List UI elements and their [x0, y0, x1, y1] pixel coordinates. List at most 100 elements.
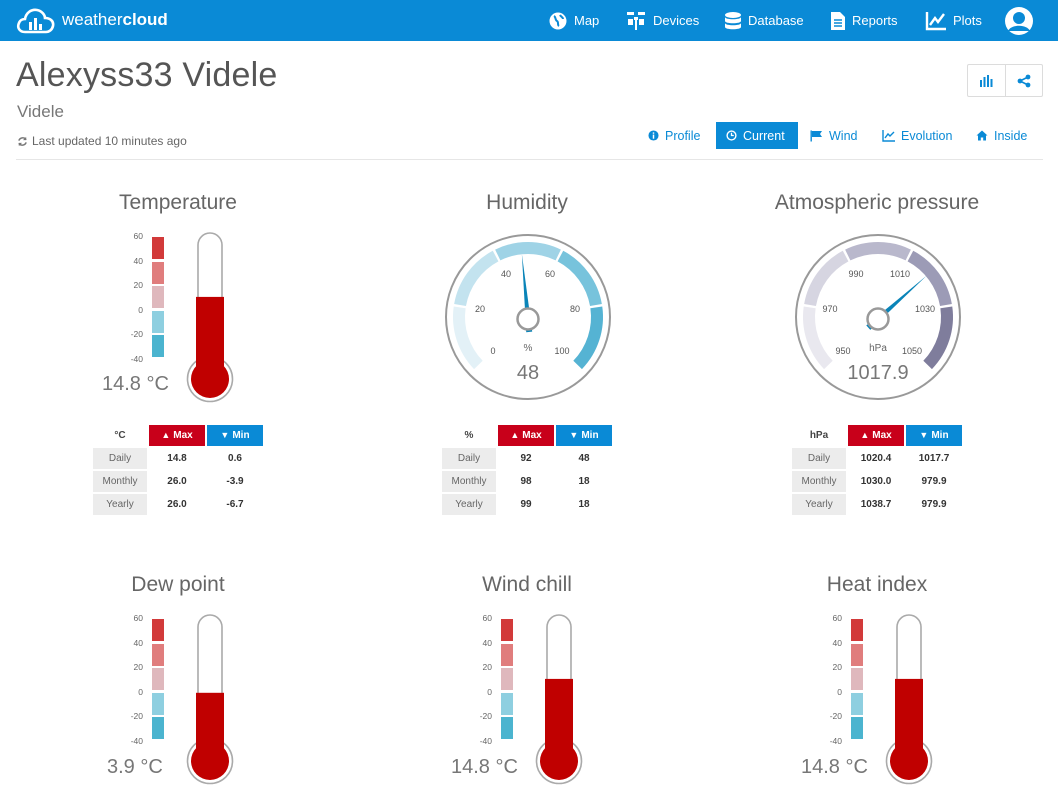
stats-unit: hPa: [809, 430, 829, 441]
temperature-title: Temperature: [119, 191, 237, 214]
stats-unit: %: [464, 430, 474, 441]
scale-tick: -20: [829, 711, 842, 721]
gauge-band: [845, 242, 911, 261]
reports-icon: [831, 11, 845, 30]
stats-yearly-min: 18: [578, 499, 590, 510]
tab-evolution[interactable]: Evolution: [872, 122, 962, 149]
stats-daily-max: 14.8: [167, 453, 187, 464]
scale-tick: -40: [130, 735, 143, 746]
scale-tick: -20: [479, 711, 492, 721]
stats-yearly-max: 1038.7: [860, 499, 892, 510]
pressure-scale-1050: 1050: [902, 346, 922, 356]
pressure-scale-970: 970: [822, 304, 837, 314]
tab-wind-label: Wind: [829, 128, 858, 143]
gauge-band: [923, 306, 953, 370]
scale-tick: 20: [133, 662, 143, 672]
stats-row-label: Monthly: [93, 471, 147, 492]
stats-min-header: ▼ Min: [906, 425, 962, 446]
nav-reports-label: Reports: [852, 13, 898, 28]
temperature-color-scale: [152, 237, 164, 360]
nav-plots[interactable]: Plots: [925, 0, 982, 41]
scale-tick: 0: [837, 686, 842, 697]
last-updated-text: Last updated 10 minutes ago: [32, 134, 187, 148]
stats-max-header: ▲ Max: [149, 425, 205, 446]
scale-tick: 20: [482, 662, 492, 672]
share-icon: [1017, 74, 1031, 87]
stats-max-header: ▲ Max: [848, 425, 904, 446]
nav-devices[interactable]: Devices: [625, 0, 699, 41]
stats-row-label: Yearly: [93, 494, 147, 515]
wind-chill-color-scale: [501, 619, 513, 742]
stats-row-label: Daily: [442, 448, 496, 469]
humidity-unit-label: %: [524, 343, 533, 354]
temperature-value: 14.8 °C: [102, 373, 169, 395]
wind-chill-thermometer: [535, 614, 583, 785]
bar-chart-icon: [980, 75, 993, 87]
nav-plots-label: Plots: [953, 13, 982, 28]
clock-icon: [726, 130, 737, 141]
tab-wind[interactable]: Wind: [800, 122, 867, 149]
nav-database[interactable]: Database: [724, 0, 804, 41]
nav-database-label: Database: [748, 13, 804, 28]
nav-devices-label: Devices: [653, 13, 700, 28]
nav-map-label: Map: [574, 13, 600, 28]
scale-tick: 0: [138, 304, 143, 315]
min-label: Min: [931, 430, 949, 441]
statistics-button[interactable]: [968, 65, 1005, 96]
stats-unit: °C: [114, 430, 126, 441]
tab-profile[interactable]: Profile: [638, 122, 710, 149]
scale-tick: -20: [130, 329, 143, 339]
scale-tick: 0: [487, 686, 492, 697]
weathercloud-logo[interactable]: weather cloud: [16, 4, 168, 36]
stats-max-header: ▲ Max: [498, 425, 554, 446]
nav-reports[interactable]: Reports: [830, 0, 898, 41]
stats-row-label: Yearly: [442, 494, 496, 515]
pressure-scale-950: 950: [835, 346, 850, 356]
tab-current-label: Current: [743, 128, 785, 143]
min-label: Min: [581, 430, 599, 441]
heat-index-title: Heat index: [826, 573, 928, 596]
last-updated: Last updated 10 minutes ago: [17, 134, 187, 148]
stats-daily-min: 48: [578, 453, 590, 464]
scale-tick: 20: [133, 280, 143, 290]
home-icon: [976, 130, 988, 141]
top-navigation-bar: weather cloud Map Devices Database Report…: [0, 0, 1058, 41]
tab-inside[interactable]: Inside: [966, 122, 1037, 149]
caret-up-icon: ▲: [860, 430, 870, 440]
flag-icon: [810, 130, 822, 141]
stats-row-label: Monthly: [792, 471, 846, 492]
stats-yearly-max: 26.0: [167, 499, 187, 510]
pressure-scale-1030: 1030: [915, 304, 935, 314]
pressure-scale-990: 990: [848, 269, 863, 279]
gauge-band: [557, 250, 602, 307]
caret-up-icon: ▲: [510, 430, 520, 440]
tab-evolution-label: Evolution: [901, 128, 953, 143]
humidity-title: Humidity: [486, 191, 568, 214]
stats-row-label: Monthly: [442, 471, 496, 492]
nav-map[interactable]: Map: [548, 0, 599, 41]
humidity-scale-60: 60: [545, 269, 555, 279]
stats-monthly-max: 1030.0: [860, 476, 892, 487]
heat-index-scale-labels: 60 40 20 0 -20 -40: [820, 613, 842, 760]
user-avatar-button[interactable]: [1003, 0, 1041, 41]
stats-daily-max: 1020.4: [860, 453, 892, 464]
scale-tick: 40: [482, 637, 492, 648]
dew-point-scale-labels: 60 40 20 0 -20 -40: [121, 613, 143, 760]
humidity-scale-100: 100: [554, 346, 569, 356]
station-actions: [967, 64, 1043, 97]
pressure-stats-table: hPa ▲ Max ▼ Min Daily 1020.4 1017.7 Monthly 103…: [790, 423, 964, 517]
gauge-band: [803, 306, 833, 370]
tab-current[interactable]: Current: [716, 122, 798, 149]
gauge-band: [453, 306, 483, 370]
share-button[interactable]: [1004, 65, 1042, 96]
stats-yearly-min: -6.7: [226, 499, 244, 510]
temperature-thermometer: [186, 232, 234, 403]
max-label: Max: [522, 430, 542, 441]
stats-monthly-min: -3.9: [226, 476, 244, 487]
scale-tick: 60: [133, 613, 143, 623]
gauge-band: [907, 250, 952, 307]
stats-yearly-min: 979.9: [921, 499, 947, 510]
wind-chill-title: Wind chill: [482, 573, 572, 596]
user-avatar-icon: [1005, 6, 1033, 35]
caret-down-icon: ▼: [220, 430, 230, 440]
